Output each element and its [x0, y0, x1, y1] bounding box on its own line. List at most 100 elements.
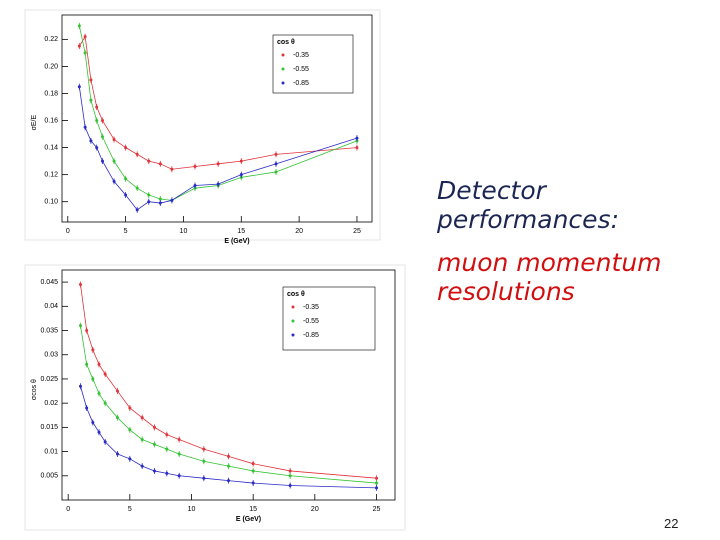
point [239, 159, 243, 163]
legend-label: -0.35 [303, 304, 319, 311]
point [202, 459, 206, 463]
point [95, 119, 99, 123]
slide-subheading: muon momentum resolutions [437, 248, 662, 306]
y-tick-label: 0.18 [44, 90, 58, 97]
y-tick-label: 0.045 [40, 279, 58, 286]
point [128, 428, 132, 432]
point [153, 442, 156, 446]
point [112, 179, 116, 183]
x-tick-label: 0 [66, 506, 70, 513]
series-line [78, 25, 358, 201]
legend-marker [281, 53, 285, 57]
point [158, 162, 162, 166]
point [124, 177, 128, 181]
point [135, 152, 139, 156]
point [375, 481, 378, 485]
point [128, 457, 132, 461]
y-tick-label: 0.035 [40, 327, 58, 334]
y-tick-label: 0.02 [44, 400, 58, 407]
point [165, 433, 169, 437]
x-tick-label: 5 [124, 228, 128, 235]
y-tick-label: 0.015 [40, 424, 58, 431]
point [128, 406, 132, 410]
point [103, 401, 107, 405]
x-tick-label: 15 [237, 228, 245, 235]
x-axis-label: E (GeV) [224, 238, 249, 245]
point [227, 464, 230, 468]
point [165, 471, 169, 475]
legend-label: -0.85 [293, 80, 309, 87]
point [116, 416, 119, 420]
legend-marker [291, 305, 295, 309]
y-tick-label: 0.01 [44, 448, 58, 455]
point [251, 481, 255, 485]
legend-label: -0.85 [303, 332, 319, 339]
point [91, 348, 95, 352]
point [85, 362, 89, 366]
x-tick-label: 0 [66, 228, 70, 235]
point [89, 78, 93, 82]
point [135, 186, 139, 190]
legend-label: -0.35 [293, 52, 309, 59]
legend-label: -0.55 [293, 66, 309, 73]
plot-frame [61, 14, 373, 223]
plot-frame [61, 269, 396, 501]
point [77, 85, 81, 89]
point [158, 201, 162, 205]
series-line [80, 284, 377, 479]
point [124, 146, 128, 150]
point [95, 105, 99, 109]
point [216, 182, 220, 186]
x-tick-label: 15 [249, 506, 257, 513]
y-tick-label: 0.22 [44, 36, 58, 43]
point [147, 159, 151, 163]
point [89, 98, 93, 102]
legend-title: cos θ [287, 291, 305, 298]
point [216, 162, 220, 166]
point [193, 165, 197, 169]
x-tick-label: 20 [295, 228, 303, 235]
y-axis-label: σcos θ [31, 379, 38, 400]
x-tick-label: 10 [188, 506, 196, 513]
point [85, 406, 89, 410]
point [227, 479, 230, 483]
legend-marker [291, 333, 295, 337]
x-tick-label: 25 [353, 228, 361, 235]
point [91, 421, 95, 425]
point [97, 391, 101, 395]
x-tick-label: 10 [180, 228, 188, 235]
legend-label: -0.55 [303, 318, 319, 325]
point [79, 283, 82, 287]
point [170, 198, 174, 202]
x-tick-label: 25 [373, 506, 381, 513]
series-line [80, 325, 377, 484]
point [77, 44, 81, 48]
point [251, 469, 255, 473]
point [83, 35, 87, 39]
legend-marker [291, 319, 295, 323]
point [95, 146, 99, 150]
point [124, 193, 128, 197]
point [77, 24, 81, 28]
point [83, 51, 87, 55]
point [100, 135, 104, 139]
point [147, 200, 151, 204]
y-tick-label: 0.20 [44, 63, 58, 70]
point [100, 119, 104, 123]
point [239, 173, 243, 177]
point [79, 324, 82, 328]
point [355, 146, 359, 150]
point [202, 476, 206, 480]
point [97, 430, 101, 434]
point [147, 193, 151, 197]
x-tick-label: 5 [128, 506, 132, 513]
point [140, 437, 144, 441]
series-line [78, 86, 358, 211]
point [177, 474, 181, 478]
point [140, 416, 144, 420]
y-tick-label: 0.025 [40, 376, 58, 383]
y-tick-label: 0.14 [44, 144, 58, 151]
point [193, 183, 197, 187]
legend-box [282, 286, 376, 351]
